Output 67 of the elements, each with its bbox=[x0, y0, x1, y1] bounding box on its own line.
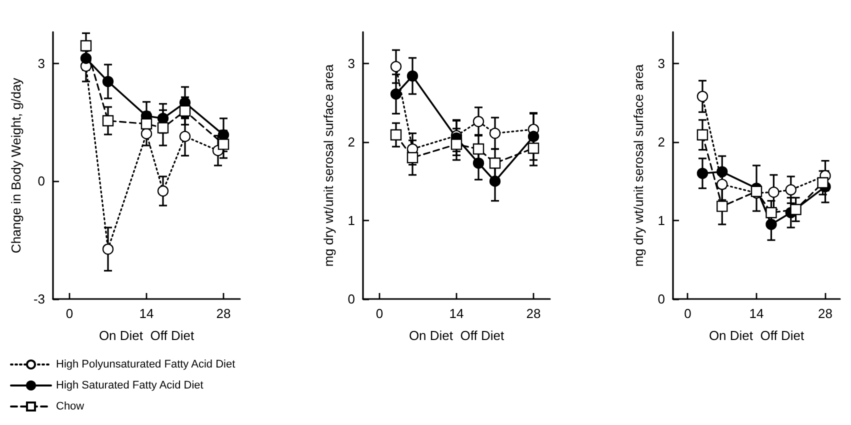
point bbox=[218, 129, 230, 140]
x-tick-label: 0 bbox=[376, 306, 384, 321]
point bbox=[696, 90, 708, 102]
x-axis-title: On Diet Off Diet bbox=[708, 328, 804, 343]
point bbox=[489, 128, 501, 139]
y-tick-label: 3 bbox=[38, 56, 45, 71]
x-tick-label: 0 bbox=[684, 306, 692, 321]
x-tick-label: 14 bbox=[449, 306, 464, 321]
x-tick-label: 28 bbox=[818, 306, 832, 321]
y-tick-label: 2 bbox=[658, 134, 665, 150]
x-axis-title: On Diet Off Diet bbox=[98, 328, 194, 343]
y-tick-label: 0 bbox=[348, 292, 355, 306]
y-axis-title: Change in Body Weight, g/day bbox=[8, 77, 24, 254]
point bbox=[790, 204, 802, 216]
point bbox=[472, 158, 484, 169]
x-axis-title: On Diet Off Diet bbox=[408, 328, 504, 343]
x-tick-label: 28 bbox=[216, 306, 231, 321]
y-tick-label: 3 bbox=[658, 56, 665, 71]
point bbox=[528, 130, 540, 142]
point bbox=[406, 152, 418, 164]
point bbox=[716, 200, 728, 212]
y-axis-title: mg dry wt/unit serosal surface area bbox=[321, 64, 336, 267]
point bbox=[140, 128, 152, 140]
y-tick-label: 1 bbox=[348, 212, 355, 228]
point bbox=[102, 76, 114, 88]
point bbox=[716, 178, 728, 190]
y-tick-label: 1 bbox=[658, 212, 665, 228]
point bbox=[785, 184, 796, 196]
point bbox=[489, 158, 501, 169]
x-tick-label: 14 bbox=[749, 306, 764, 321]
point bbox=[472, 116, 484, 128]
point bbox=[696, 168, 708, 179]
point bbox=[489, 176, 501, 187]
y-tick-label: 3 bbox=[348, 56, 355, 71]
point bbox=[102, 244, 114, 255]
point bbox=[102, 115, 114, 126]
legend-label: High Saturated Fatty Acid Diet bbox=[56, 380, 204, 392]
point bbox=[766, 218, 777, 230]
point bbox=[817, 177, 828, 188]
y-tick-label: 0 bbox=[658, 292, 665, 306]
legend-label: High Polyunsaturated Fatty Acid Diet bbox=[56, 358, 236, 370]
point bbox=[390, 88, 402, 100]
point bbox=[179, 130, 191, 142]
point bbox=[80, 40, 92, 52]
point bbox=[696, 129, 708, 140]
point bbox=[390, 129, 402, 140]
x-tick-label: 0 bbox=[66, 306, 74, 321]
point bbox=[218, 138, 230, 150]
y-tick-label: 2 bbox=[348, 134, 355, 150]
point bbox=[140, 118, 152, 130]
point bbox=[716, 166, 728, 178]
point bbox=[157, 122, 169, 134]
x-tick-label: 28 bbox=[526, 306, 541, 321]
point bbox=[472, 143, 484, 155]
point bbox=[157, 185, 169, 197]
point bbox=[768, 186, 780, 198]
y-tick-label: 0 bbox=[38, 174, 45, 189]
point bbox=[179, 105, 191, 117]
point bbox=[528, 142, 540, 154]
point bbox=[450, 138, 462, 150]
point bbox=[406, 70, 418, 82]
y-axis-title: mg dry wt/unit serosal surface area bbox=[631, 64, 646, 267]
point bbox=[390, 60, 402, 72]
y-tick-label: -3 bbox=[33, 292, 45, 306]
point bbox=[80, 52, 92, 64]
legend-label: Chow bbox=[56, 400, 84, 412]
x-tick-label: 14 bbox=[139, 306, 154, 321]
